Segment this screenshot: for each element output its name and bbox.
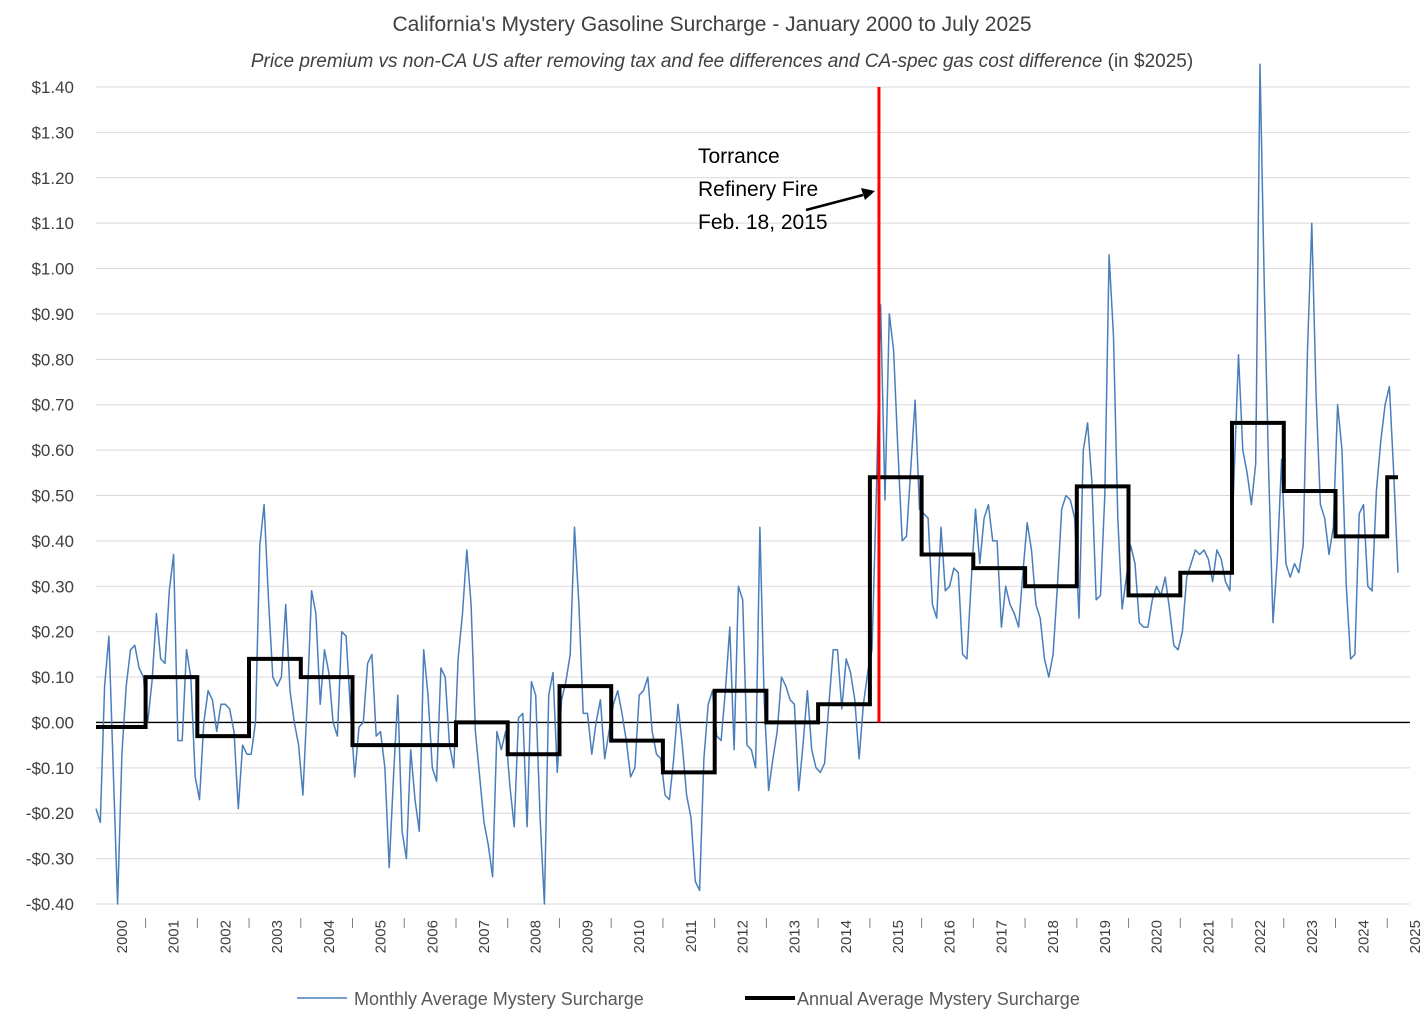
annotation-line-1: Torrance (698, 145, 780, 168)
chart-title: California's Mystery Gasoline Surcharge … (393, 13, 1032, 36)
x-tick-label: 2016 (942, 920, 959, 953)
y-tick-label: -$0.20 (26, 804, 74, 823)
y-tick-label: $0.00 (31, 713, 74, 732)
y-tick-label: $0.70 (31, 396, 74, 415)
y-tick-label: $1.40 (31, 78, 74, 97)
x-tick-label: 2021 (1200, 920, 1217, 953)
y-axis-tick-labels: $1.40 $1.30 $1.20 $1.10 $1.00 $0.90 $0.80 $0.70… (26, 78, 74, 914)
x-tick-label: 2004 (321, 920, 338, 953)
x-tick-label: 2013 (786, 920, 803, 953)
chart-subtitle-units: (in $2025) (1102, 51, 1193, 72)
x-tick-label: 2025 (1407, 920, 1423, 953)
legend-label-monthly: Monthly Average Mystery Surcharge (354, 989, 644, 1009)
annotation-line-3: Feb. 18, 2015 (698, 211, 828, 234)
x-tick-label: 2014 (838, 920, 855, 953)
x-tick-label: 2002 (217, 920, 234, 953)
y-tick-label: $1.20 (31, 169, 74, 188)
x-tick-label: 2019 (1097, 920, 1114, 953)
y-tick-label: $1.00 (31, 260, 74, 279)
x-tick-label: 2020 (1149, 920, 1166, 953)
y-tick-label: $0.30 (31, 577, 74, 596)
x-tick-label: 2003 (269, 920, 286, 953)
y-tick-label: $0.60 (31, 441, 74, 460)
y-tick-label: $0.50 (31, 487, 74, 506)
y-tick-label: $0.90 (31, 305, 74, 324)
gridlines (96, 86, 1410, 905)
x-tick-label: 2001 (166, 920, 183, 953)
chart-subtitle-italic: Price premium vs non-CA US after removin… (251, 51, 1103, 72)
x-tick-label: 2010 (631, 920, 648, 953)
annotation-torrance-fire: Torrance Refinery Fire Feb. 18, 2015 (698, 145, 875, 234)
x-tick-label: 2018 (1045, 920, 1062, 953)
y-tick-label: -$0.40 (26, 895, 74, 914)
annotation-arrow-head (860, 188, 875, 200)
y-tick-label: $0.40 (31, 532, 74, 551)
annual-series-line (96, 420, 1398, 775)
x-tick-label: 2008 (528, 920, 545, 953)
annotation-line-2: Refinery Fire (698, 178, 818, 201)
x-tick-label: 2024 (1356, 920, 1373, 953)
x-tick-label: 2005 (373, 920, 390, 953)
y-tick-label: $0.10 (31, 668, 74, 687)
x-tick-label: 2007 (476, 920, 493, 953)
y-tick-label: $0.20 (31, 623, 74, 642)
x-tick-label: 2012 (735, 920, 752, 953)
monthly-series-line (95, 63, 1399, 905)
legend-label-annual: Annual Average Mystery Surcharge (797, 989, 1080, 1009)
y-tick-label: -$0.30 (26, 850, 74, 869)
y-tick-label: $1.30 (31, 123, 74, 142)
x-tick-label: 2017 (993, 920, 1010, 953)
y-tick-label: $1.10 (31, 214, 74, 233)
x-tick-label: 2011 (683, 920, 700, 952)
legend: Monthly Average Mystery Surcharge Annual… (297, 989, 1080, 1009)
x-tick-label: 2006 (424, 920, 441, 953)
y-tick-label: -$0.10 (26, 759, 74, 778)
x-axis-tick-labels: 2000 2001 2002 2003 2004 2005 2006 2007 2008 2009… (114, 918, 1423, 953)
series-lines (95, 63, 1399, 905)
x-tick-label: 2015 (890, 920, 907, 953)
x-tick-label: 2009 (579, 920, 596, 953)
y-tick-label: $0.80 (31, 350, 74, 369)
x-tick-label: 2000 (114, 920, 131, 953)
x-tick-label: 2023 (1304, 920, 1321, 953)
annotation-arrow-shaft (805, 193, 864, 212)
chart-subtitle: Price premium vs non-CA US after removin… (251, 51, 1193, 72)
x-tick-label: 2022 (1252, 920, 1269, 953)
